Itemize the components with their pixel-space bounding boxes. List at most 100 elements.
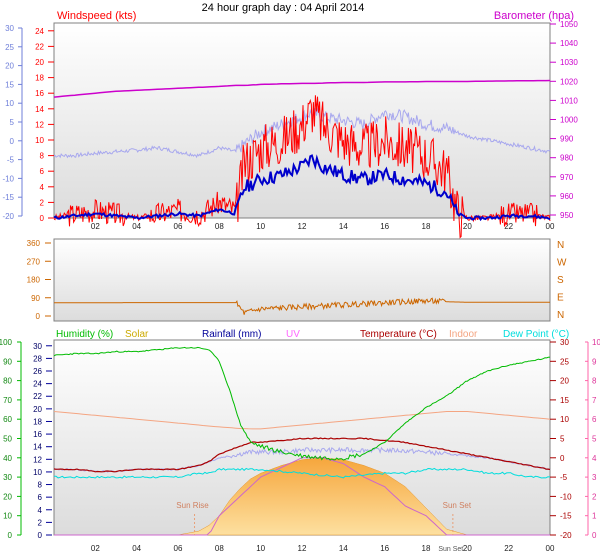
panel3-x-tick-2: 06 [174, 544, 183, 553]
barometer-tick-2: 970 [560, 173, 574, 182]
barometer-tick-1: 960 [560, 192, 574, 201]
far-left-tick-4: 0 [10, 137, 15, 146]
uv-tick-0: 0 [592, 531, 597, 540]
direction-tick-2: 180 [27, 276, 41, 285]
compass-tick-3: E [557, 293, 564, 304]
dew-point-line [54, 467, 551, 479]
panel3-x-tick-11: 00 [546, 544, 555, 553]
humidity-tick-5: 50 [3, 435, 12, 444]
direction-tick-0: 0 [36, 312, 41, 321]
direction-tick-1: 90 [31, 294, 40, 303]
compass-tick-4: N [557, 310, 564, 321]
panel1-x-tick-5: 12 [298, 222, 307, 231]
rainfall-tick-14: 28 [33, 354, 42, 363]
panel1-x-tick-2: 06 [174, 222, 183, 231]
panel3-series: Sun Rise Sun Set Sun Set [53, 346, 551, 553]
rainfall-tick-6: 12 [33, 455, 42, 464]
uv-tick-6: 6 [592, 415, 597, 424]
legend-item-4: Temperature (°C) [360, 329, 437, 340]
windspeed-tick-8: 16 [35, 89, 44, 98]
humidity-line [53, 346, 551, 461]
rainfall-tick-2: 4 [38, 506, 43, 515]
windspeed-tick-12: 24 [35, 27, 44, 36]
panel3-x-tick-3: 08 [215, 544, 224, 553]
temperature-tick-8: 20 [560, 377, 569, 386]
far-left-tick-2: -10 [2, 174, 14, 183]
windspeed-tick-3: 6 [40, 167, 45, 176]
rainfall-tick-11: 22 [33, 392, 42, 401]
barometer-tick-10: 1050 [560, 20, 578, 29]
windspeed-axis-label: Windspeed (kts) [57, 10, 136, 22]
rainfall-tick-3: 6 [38, 493, 43, 502]
windspeed-tick-2: 4 [40, 183, 45, 192]
panel1-x-tick-8: 18 [422, 222, 431, 231]
panel1-x-tick-9: 20 [463, 222, 472, 231]
legend-item-5: Indoor [449, 329, 478, 340]
windspeed-tick-7: 14 [35, 105, 44, 114]
rainfall-tick-10: 20 [33, 405, 42, 414]
direction-tick-4: 360 [27, 239, 41, 248]
temperature-tick-3: -5 [560, 473, 568, 482]
humidity-y-ticks: 0 10 20 30 40 50 60 70 80 90 100 [0, 338, 22, 540]
uv-tick-5: 5 [592, 435, 597, 444]
rainfall-tick-1: 2 [38, 518, 43, 527]
temperature-tick-10: 30 [560, 338, 569, 347]
temperature-tick-1: -15 [560, 512, 572, 521]
temperature-tick-2: -10 [560, 492, 572, 501]
humidity-tick-3: 30 [3, 473, 12, 482]
panel3-legend: Humidity (%) Solar Rainfall (mm) UV Temperat… [56, 329, 569, 340]
uv-tick-8: 8 [592, 377, 597, 386]
temperature-tick-7: 15 [560, 396, 569, 405]
rainfall-tick-8: 16 [33, 430, 42, 439]
legend-item-2: Rainfall (mm) [202, 329, 261, 340]
rainfall-tick-4: 8 [38, 481, 43, 490]
uv-y-ticks: 0 1 2 3 4 5 6 7 8 9 10 [585, 338, 600, 540]
rainfall-tick-9: 18 [33, 417, 42, 426]
barometer-axis-label: Barometer (hpa) [494, 10, 574, 22]
panel1-x-tick-7: 16 [380, 222, 389, 231]
temperature-tick-9: 25 [560, 357, 569, 366]
compass-tick-2: S [557, 275, 564, 286]
panel3-x-tick-10: 22 [504, 544, 513, 553]
windspeed-tick-9: 18 [35, 74, 44, 83]
barometer-tick-4: 990 [560, 135, 574, 144]
temperature-tick-5: 5 [560, 435, 565, 444]
uv-tick-9: 9 [592, 357, 597, 366]
barometer-tick-7: 1020 [560, 77, 578, 86]
panel2-series [54, 297, 550, 315]
panel1-series [53, 79, 551, 239]
windspeed-tick-10: 20 [35, 58, 44, 67]
panel1-x-tick-1: 04 [132, 222, 141, 231]
wind-direction-line [54, 297, 550, 315]
humidity-tick-8: 80 [3, 377, 12, 386]
uv-tick-1: 1 [592, 512, 597, 521]
panel1-x-ticks: 02 04 06 08 10 12 14 16 18 20 22 00 [91, 222, 555, 231]
humidity-tick-4: 40 [3, 454, 12, 463]
windspeed-tick-11: 22 [35, 42, 44, 51]
uv-tick-10: 10 [592, 338, 600, 347]
far-left-tick-9: 25 [5, 43, 14, 52]
rainfall-tick-12: 24 [33, 380, 42, 389]
humidity-tick-1: 10 [3, 512, 12, 521]
rainfall-tick-0: 0 [38, 531, 43, 540]
barometer-tick-0: 950 [560, 211, 574, 220]
panel1-x-tick-10: 22 [504, 222, 513, 231]
far-left-tick-7: 15 [5, 80, 14, 89]
temperature-tick-0: -20 [560, 531, 572, 540]
panel1-x-tick-11: 00 [546, 222, 555, 231]
panel3-x-tick-9: 20 [463, 544, 472, 553]
far-left-tick-0: -20 [2, 212, 14, 221]
humidity-tick-7: 70 [3, 396, 12, 405]
panel3-x-tick-6: 14 [339, 544, 348, 553]
page-title: 24 hour graph day : 04 April 2014 [202, 2, 365, 14]
barometer-line [53, 79, 551, 98]
barometer-tick-9: 1040 [560, 39, 578, 48]
rainfall-tick-13: 26 [33, 367, 42, 376]
far-left-y-ticks: -20 -15 -10 -5 0 5 10 15 20 25 30 [2, 24, 23, 221]
uv-tick-2: 2 [592, 492, 597, 501]
direction-y-ticks: 0 90 180 270 360 [27, 239, 51, 321]
barometer-tick-6: 1010 [560, 96, 578, 105]
